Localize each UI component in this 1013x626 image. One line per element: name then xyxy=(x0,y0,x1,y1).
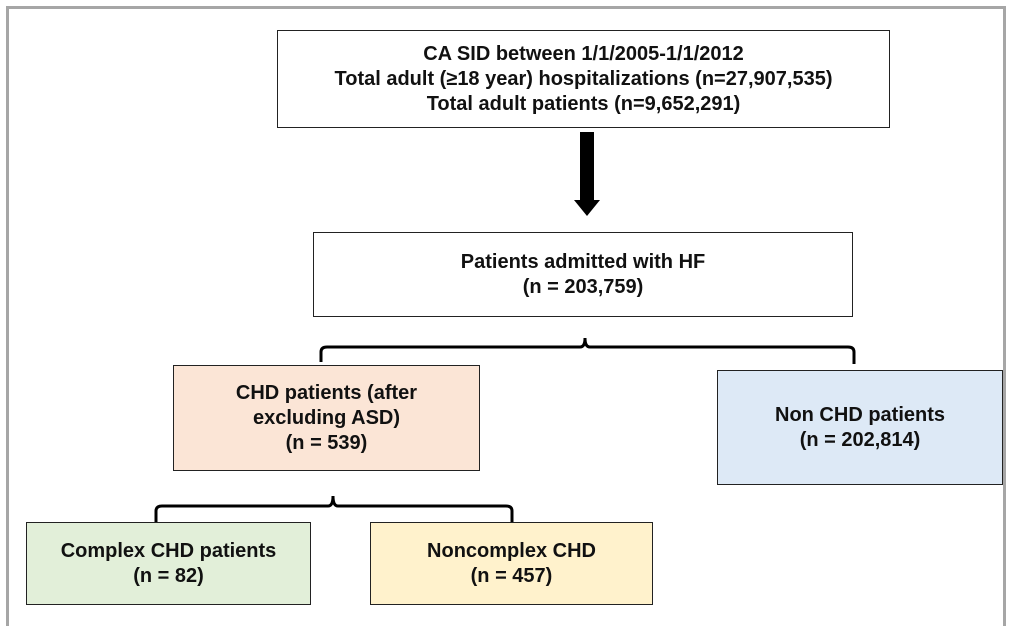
node-text: CHD patients (after xyxy=(235,381,418,404)
node-text: (n = 539) xyxy=(285,431,368,454)
node-box: CHD patients (after excluding ASD) (n = 53… xyxy=(173,365,480,471)
frame xyxy=(6,6,1006,626)
node-text: (n = 457) xyxy=(470,564,553,587)
node-text: Patients admitted with HF xyxy=(460,250,706,273)
bracket xyxy=(154,495,514,522)
node-text: Total adult (≥18 year) hospitalizations … xyxy=(334,67,833,90)
arrow-shaft xyxy=(580,132,594,200)
node-text: Non CHD patients xyxy=(775,403,945,426)
node-text: CA SID between 1/1/2005-1/1/2012 xyxy=(423,42,744,65)
bracket xyxy=(319,337,856,364)
node-box: Complex CHD patients (n = 82) xyxy=(26,522,311,605)
node-text: Total adult patients (n=9,652,291) xyxy=(426,92,741,115)
arrow-head xyxy=(574,200,600,216)
node-text: (n = 82) xyxy=(133,564,204,587)
node-text: Complex CHD patients xyxy=(60,539,277,562)
node-box: Non CHD patients (n = 202,814) xyxy=(717,370,1003,485)
node-box: Patients admitted with HF (n = 203,759) xyxy=(313,232,853,317)
node-text: (n = 202,814) xyxy=(799,428,921,451)
node-box: Noncomplex CHD (n = 457) xyxy=(370,522,653,605)
node-text: (n = 203,759) xyxy=(522,275,644,298)
node-box: CA SID between 1/1/2005-1/1/2012 Total ad… xyxy=(277,30,890,128)
node-text: excluding ASD) xyxy=(252,406,401,429)
node-text: Noncomplex CHD xyxy=(427,539,596,562)
